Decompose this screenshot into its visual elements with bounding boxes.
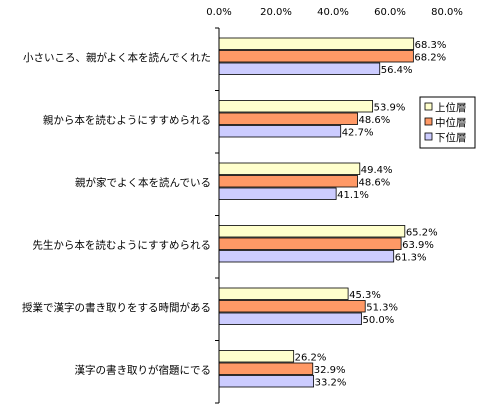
x-tick-label: 20.0% bbox=[260, 7, 292, 18]
bar bbox=[218, 162, 361, 175]
bar bbox=[218, 175, 358, 188]
bar bbox=[218, 287, 349, 300]
bar bbox=[218, 312, 362, 325]
bar bbox=[218, 187, 337, 200]
bar bbox=[218, 250, 395, 263]
bar bbox=[218, 112, 358, 125]
x-tick-label: 60.0% bbox=[374, 7, 406, 18]
bar bbox=[218, 100, 374, 113]
category-label: 親から本を読むようにすすめられる bbox=[43, 113, 211, 126]
category-label: 漢字の書き取りが宿題にでる bbox=[75, 363, 212, 376]
bar bbox=[218, 237, 402, 250]
legend-swatch bbox=[424, 117, 433, 126]
category-label: 親が家でよく本を読んでいる bbox=[75, 176, 211, 189]
bar bbox=[218, 50, 414, 63]
legend-label: 下位層 bbox=[435, 131, 467, 144]
data-label: 65.2% bbox=[406, 228, 438, 239]
bar bbox=[218, 375, 315, 388]
data-label: 32.9% bbox=[314, 365, 346, 376]
bar bbox=[218, 62, 381, 75]
x-tick-label: 80.0% bbox=[431, 7, 463, 18]
bar bbox=[218, 300, 366, 313]
bar bbox=[218, 350, 295, 363]
bar bbox=[218, 125, 342, 138]
data-label: 48.6% bbox=[359, 115, 391, 126]
data-label: 33.2% bbox=[315, 378, 347, 389]
data-label: 50.0% bbox=[363, 315, 395, 326]
bar bbox=[218, 225, 406, 238]
category-label: 小さいころ、親がよく本を読んでくれた bbox=[23, 51, 211, 64]
legend-swatch bbox=[424, 102, 433, 111]
data-label: 41.1% bbox=[337, 190, 369, 201]
data-label: 56.4% bbox=[381, 65, 413, 76]
data-label: 53.9% bbox=[374, 103, 406, 114]
legend-swatch bbox=[424, 132, 433, 141]
bar bbox=[218, 37, 415, 50]
bar bbox=[218, 362, 314, 375]
data-label: 49.4% bbox=[361, 165, 393, 176]
data-label: 61.3% bbox=[395, 253, 427, 264]
category-label: 授業で漢字の書き取りをする時間がある bbox=[22, 301, 211, 314]
legend-label: 上位層 bbox=[435, 101, 467, 114]
data-label: 68.2% bbox=[414, 53, 446, 64]
data-label: 42.7% bbox=[342, 128, 374, 139]
legend-label: 中位層 bbox=[435, 116, 467, 129]
x-tick-label: 0.0% bbox=[206, 7, 231, 18]
data-label: 45.3% bbox=[349, 290, 381, 301]
data-label: 68.3% bbox=[415, 40, 447, 51]
x-tick-label: 40.0% bbox=[317, 7, 349, 18]
data-label: 48.6% bbox=[359, 178, 391, 189]
data-label: 26.2% bbox=[295, 353, 327, 364]
data-label: 63.9% bbox=[402, 240, 434, 251]
category-label: 先生から本を読むようにすすめられる bbox=[32, 238, 211, 251]
data-label: 51.3% bbox=[366, 303, 398, 314]
